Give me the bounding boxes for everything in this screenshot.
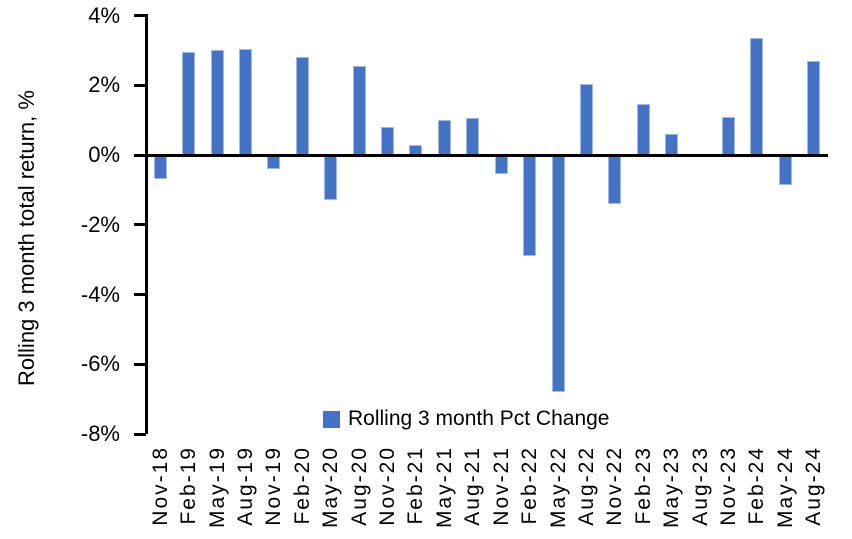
- x-tick-label: Feb-23: [631, 446, 655, 525]
- x-tick-label: May-20: [319, 446, 343, 529]
- y-tick-mark: [134, 14, 146, 17]
- bar-Feb-23: [636, 104, 650, 155]
- bar-May-23: [665, 134, 679, 155]
- x-tick-label: Aug-21: [461, 446, 485, 526]
- x-tick-label: May-19: [205, 446, 229, 529]
- x-tick-label: Nov-23: [717, 446, 741, 526]
- bar-Feb-22: [523, 155, 537, 257]
- x-tick-label: Nov-21: [489, 446, 513, 526]
- zero-baseline: [146, 153, 828, 157]
- bar-Feb-24: [750, 38, 764, 155]
- bar-Aug-20: [352, 66, 366, 155]
- bar-Nov-20: [381, 127, 395, 155]
- x-tick-label: Nov-18: [148, 446, 172, 526]
- bar-Aug-22: [579, 83, 593, 155]
- x-tick-label: Nov-19: [262, 446, 286, 526]
- bar-Feb-20: [295, 57, 309, 155]
- x-tick-label: Feb-24: [745, 446, 769, 525]
- y-tick-label: -8%: [80, 421, 120, 446]
- y-tick-mark: [134, 293, 146, 296]
- x-tick-label: May-24: [773, 446, 797, 529]
- bar-Aug-24: [807, 60, 821, 155]
- x-tick-label: Feb-22: [518, 446, 542, 525]
- y-tick-mark: [134, 223, 146, 227]
- y-axis-title: Rolling 3 month total return, %: [14, 90, 39, 386]
- bar-Nov-23: [722, 116, 736, 155]
- bar-Nov-18: [153, 155, 167, 180]
- x-tick-label: Aug-23: [688, 446, 712, 526]
- x-tick-label: Feb-21: [404, 446, 428, 525]
- bar-Aug-21: [466, 118, 480, 155]
- x-tick-label: Feb-20: [290, 446, 314, 525]
- bar-May-20: [324, 155, 338, 201]
- y-tick-label: -6%: [80, 351, 120, 377]
- bar-Feb-19: [182, 52, 196, 155]
- x-tick-label: Feb-19: [177, 446, 201, 525]
- y-tick-mark: [134, 432, 146, 436]
- y-tick-mark: [134, 362, 146, 366]
- y-tick-label: -2%: [80, 211, 120, 237]
- y-tick-mark: [134, 83, 146, 87]
- y-tick-label: 0%: [88, 142, 120, 167]
- legend-label: Rolling 3 month Pct Change: [348, 407, 610, 430]
- bar-Nov-22: [608, 155, 622, 204]
- x-tick-label: Aug-22: [574, 446, 598, 526]
- legend: Rolling 3 month Pct Change: [323, 407, 610, 431]
- bar-Nov-21: [494, 155, 508, 175]
- y-tick-label: -4%: [80, 281, 120, 307]
- x-tick-label: Nov-20: [376, 446, 400, 526]
- x-tick-label: May-23: [660, 446, 684, 529]
- bar-May-19: [210, 50, 224, 155]
- y-axis-line: [145, 14, 148, 434]
- legend-marker-square: [323, 410, 340, 428]
- x-tick-label: May-21: [432, 446, 456, 529]
- x-tick-label: Aug-20: [347, 446, 371, 526]
- bar-Aug-19: [238, 48, 252, 155]
- x-tick-label: Aug-24: [802, 446, 826, 526]
- bar-May-22: [551, 155, 565, 393]
- bar-May-24: [778, 155, 792, 185]
- x-tick-label: Nov-22: [603, 446, 627, 526]
- y-tick-label: 2%: [88, 72, 120, 98]
- y-tick-mark: [134, 153, 146, 157]
- x-tick-label: May-22: [546, 446, 570, 529]
- x-tick-label: Aug-19: [233, 446, 257, 526]
- bar-Nov-19: [267, 155, 281, 169]
- bar-May-21: [437, 120, 451, 155]
- y-tick-label: 4%: [88, 2, 120, 28]
